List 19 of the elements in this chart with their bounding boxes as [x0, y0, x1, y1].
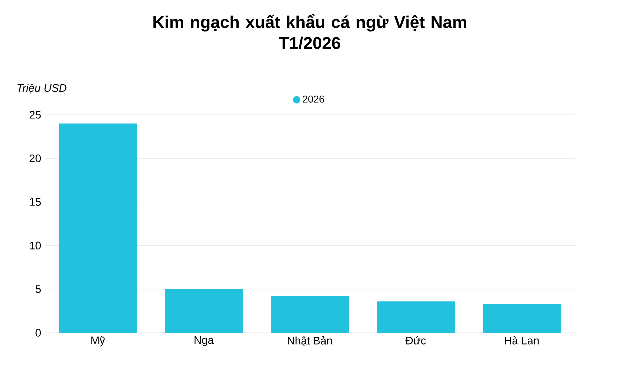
y-tick-label: 5 [36, 286, 42, 294]
y-tick-label: 15 [30, 198, 42, 206]
bar [271, 296, 349, 333]
y-tick-label: 20 [30, 154, 42, 162]
x-tick-label: Nhật Bản [288, 336, 332, 346]
x-tick-label: Đức [406, 336, 426, 345]
y-tick-label: 0 [36, 329, 42, 337]
legend-label: 2026 [303, 96, 324, 103]
x-tick-label: Nga [194, 336, 214, 346]
chart-title: Kim ngạch xuất khẩu cá ngừ Việt Nam T1/2026 [154, 14, 466, 50]
x-tick-label: Hà Lan [505, 336, 539, 345]
bar [483, 304, 562, 333]
y-tick-label: 25 [30, 111, 42, 119]
y-tick-label: 10 [30, 242, 42, 250]
x-tick-label: Mỹ [92, 336, 106, 347]
bar [377, 302, 455, 333]
bar [59, 124, 137, 333]
bar [165, 289, 243, 333]
y-axis-title: Triệu USD [18, 84, 67, 94]
